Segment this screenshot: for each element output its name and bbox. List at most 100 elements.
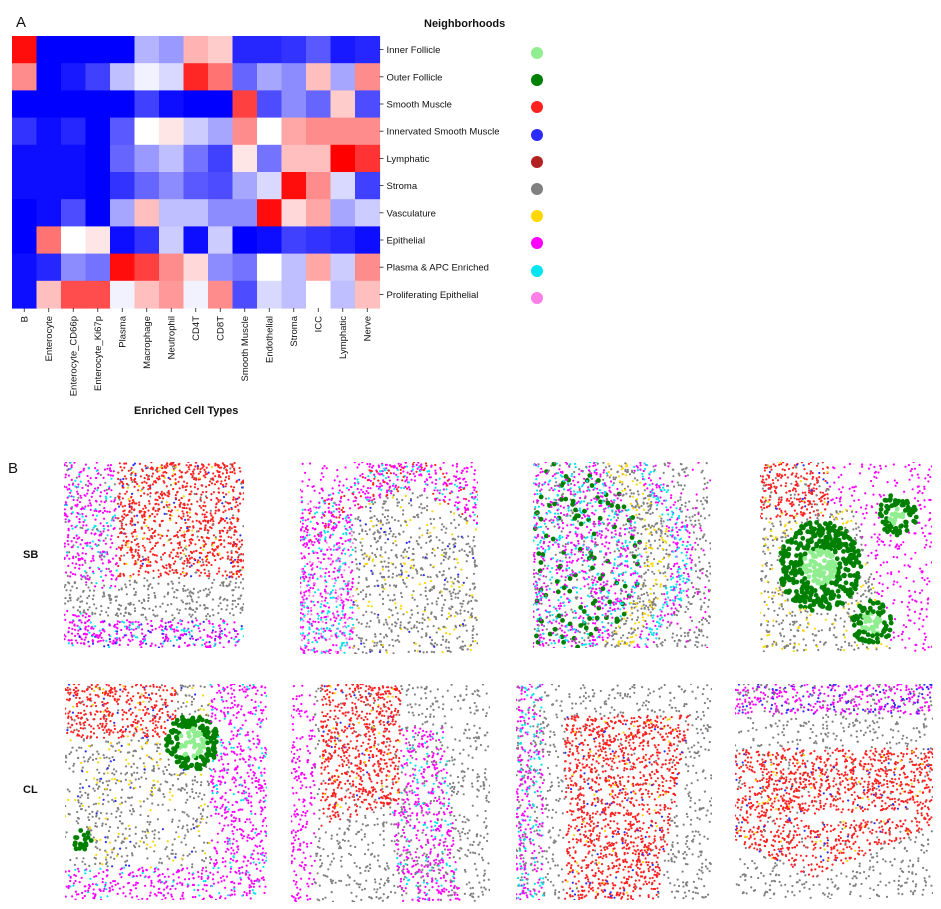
heatmap-cell xyxy=(110,36,136,64)
heatmap-cell xyxy=(257,253,283,282)
tissue-image-cl-3 xyxy=(516,684,712,900)
heatmap-cell xyxy=(355,199,381,227)
heatmap-cell xyxy=(330,253,356,282)
heatmap-cell xyxy=(110,144,136,173)
heatmap-cell xyxy=(306,280,332,309)
heatmap-cell xyxy=(281,280,307,309)
column-label: ICC xyxy=(313,316,324,333)
tissue-image-cl-4 xyxy=(735,684,933,899)
heatmap-cell xyxy=(232,63,258,91)
tissue-scatter xyxy=(760,462,932,652)
heatmap-cell xyxy=(232,280,258,309)
row-label: Plasma & APC Enriched xyxy=(387,263,489,274)
heatmap-cell xyxy=(159,280,185,309)
tissue-image-sb-2 xyxy=(300,462,478,654)
column-label: Smooth Muscle xyxy=(240,316,251,381)
legend-dot xyxy=(531,237,543,250)
heatmap-cell xyxy=(306,63,332,91)
heatmap-cell xyxy=(12,36,38,64)
heatmap-cell xyxy=(183,117,209,146)
heatmap-cell xyxy=(330,90,356,119)
heatmap-cell xyxy=(330,226,356,255)
heatmap-cell xyxy=(208,280,234,309)
row-label: Outer Follicle xyxy=(387,72,443,83)
row-label: Smooth Muscle xyxy=(387,100,452,111)
legend-dot xyxy=(531,155,543,168)
heatmap-cell xyxy=(208,117,234,146)
heatmap-cell xyxy=(134,90,160,119)
heatmap-cell xyxy=(306,199,332,227)
column-label: CD8T xyxy=(215,316,226,341)
heatmap-cell xyxy=(134,117,160,146)
heatmap-cell xyxy=(183,172,209,200)
heatmap-cell xyxy=(134,199,160,227)
heatmap-cell xyxy=(159,117,185,146)
legend-dot xyxy=(531,291,543,304)
heatmap-cell xyxy=(110,90,136,119)
heatmap-cell xyxy=(61,144,87,173)
heatmap-cell xyxy=(330,117,356,146)
heatmap-cell xyxy=(257,63,283,91)
heatmap-cell xyxy=(36,144,62,173)
heatmap-cell xyxy=(134,253,160,282)
heatmap-cell xyxy=(85,144,111,173)
heatmap-cell xyxy=(36,36,62,64)
tissue-scatter xyxy=(533,462,711,648)
tissue-row-label-cl: CL xyxy=(23,784,38,796)
heatmap-cell xyxy=(12,280,38,309)
heatmap-cell xyxy=(61,36,87,64)
heatmap-cell xyxy=(330,199,356,227)
heatmap-cell xyxy=(159,226,185,255)
heatmap-cell xyxy=(355,144,381,173)
legend-dot xyxy=(531,74,543,87)
heatmap-cell xyxy=(159,36,185,64)
heatmap-cell xyxy=(61,280,87,309)
column-label: Enterocyte_Ki67p xyxy=(93,316,104,391)
heatmap-cell xyxy=(61,226,87,255)
heatmap-cell xyxy=(208,36,234,64)
x-axis-title: Enriched Cell Types xyxy=(134,405,239,417)
heatmap-cell xyxy=(110,226,136,255)
heatmap-cell xyxy=(12,172,38,200)
heatmap-cell xyxy=(281,36,307,64)
heatmap-cell xyxy=(355,172,381,200)
heatmap-cell xyxy=(281,90,307,119)
column-label: Macrophage xyxy=(142,316,153,369)
heatmap-cell xyxy=(208,63,234,91)
heatmap-cell xyxy=(355,226,381,255)
heatmap-cell xyxy=(232,144,258,173)
heatmap-cell xyxy=(208,172,234,200)
tissue-scatter xyxy=(64,462,244,648)
row-label: Innervated Smooth Muscle xyxy=(387,127,500,138)
heatmap-cell xyxy=(330,144,356,173)
heatmap-cell xyxy=(306,144,332,173)
heatmap-cell xyxy=(232,226,258,255)
heatmap-cell xyxy=(36,63,62,91)
tissue-scatter xyxy=(65,684,267,900)
heatmap-cell xyxy=(183,253,209,282)
legend-dot xyxy=(531,183,543,195)
heatmap-cell xyxy=(36,199,62,227)
heatmap-cell xyxy=(159,253,185,282)
row-label: Stroma xyxy=(387,181,418,192)
heatmap-cell xyxy=(36,280,62,309)
heatmap-cell xyxy=(330,172,356,200)
heatmap-cell xyxy=(61,63,87,91)
heatmap-cell xyxy=(183,36,209,64)
panel-a-label: A xyxy=(16,14,27,31)
heatmap-cell xyxy=(281,117,307,146)
heatmap-cell xyxy=(208,253,234,282)
heatmap-cell xyxy=(355,253,381,282)
heatmap-cell xyxy=(134,226,160,255)
heatmap-cell xyxy=(85,63,111,91)
heatmap-cell xyxy=(110,280,136,309)
heatmap-cell xyxy=(232,117,258,146)
heatmap-cell xyxy=(306,253,332,282)
heatmap-cell xyxy=(85,253,111,282)
heatmap-cell xyxy=(85,117,111,146)
heatmap-cell xyxy=(183,144,209,173)
heatmap-cell xyxy=(232,199,258,227)
column-label: Enterocyte_CD66p xyxy=(68,316,79,396)
heatmap-cell xyxy=(12,253,38,282)
heatmap-cell xyxy=(159,90,185,119)
